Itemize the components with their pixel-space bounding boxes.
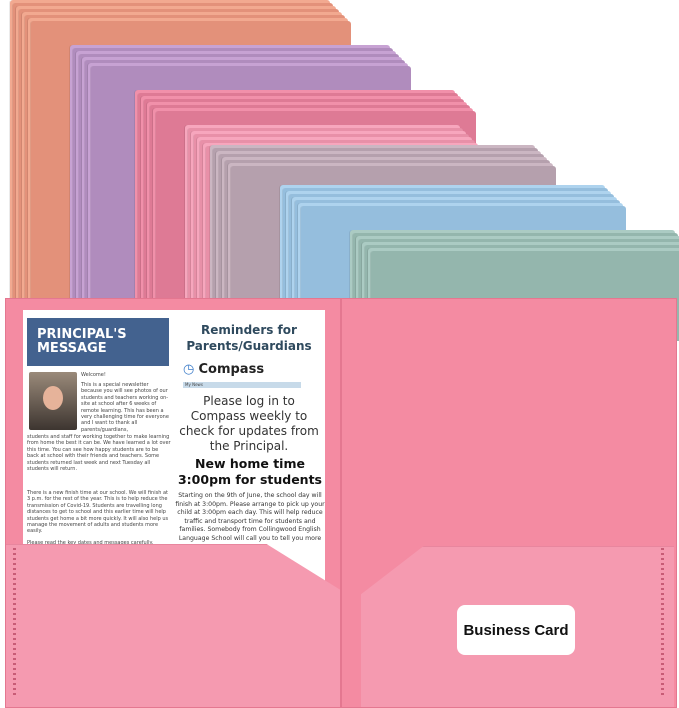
principal-banner: PRINCIPAL'S MESSAGE	[27, 318, 169, 366]
body-text-1: This is a special newsletter because you…	[81, 382, 169, 433]
clock-icon: ◷	[183, 362, 195, 377]
left-pocket	[6, 544, 340, 707]
pocket-slits-right	[661, 548, 664, 698]
body-text-2: students and staff for working together …	[27, 434, 171, 473]
principal-photo	[29, 372, 77, 430]
body-text-3: There is a new finish time at our school…	[27, 490, 169, 535]
new-home-time: New home time 3:00pm for students	[177, 456, 322, 487]
compass-bar: My News	[183, 382, 301, 388]
business-card: Business Card	[457, 605, 575, 655]
login-text: Please log in to Compass weekly to check…	[179, 394, 319, 453]
reminders-heading: Reminders for Parents/Guardians	[186, 323, 312, 353]
pocket-slits-left	[13, 548, 16, 698]
welcome-text: Welcome!	[81, 372, 106, 378]
compass-logo: ◷ Compass	[183, 362, 265, 377]
starting-text: Starting on the 9th of June, the school …	[175, 492, 325, 542]
